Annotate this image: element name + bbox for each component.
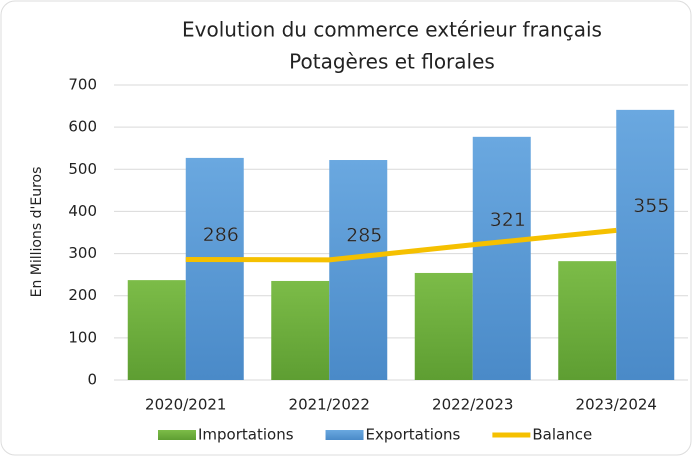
- y-tick-label: 500: [68, 160, 97, 178]
- legend-swatch: [325, 430, 364, 440]
- legend-label: Balance: [532, 426, 592, 444]
- y-tick-label: 600: [68, 118, 97, 136]
- bar: [616, 109, 675, 380]
- bar: [185, 157, 244, 380]
- data-label: 286: [203, 224, 239, 246]
- bar: [271, 280, 330, 380]
- legend-label: Exportations: [366, 426, 461, 444]
- bar: [329, 160, 388, 380]
- x-tick-label: 2021/2022: [289, 396, 370, 414]
- x-tick-label: 2023/2024: [576, 396, 657, 414]
- legend-label: Importations: [198, 426, 294, 444]
- y-tick-label: 300: [68, 244, 97, 262]
- y-tick-label: 400: [68, 202, 97, 220]
- legend-swatch: [158, 430, 196, 440]
- chart-subtitle: Potagères et florales: [289, 50, 495, 74]
- line: [185, 227, 617, 263]
- bar: [127, 280, 186, 380]
- x-tick-label: 2022/2023: [432, 396, 513, 414]
- y-tick-label: 0: [87, 371, 97, 389]
- data-label: 355: [633, 195, 669, 217]
- data-label: 285: [346, 224, 382, 246]
- data-label: 321: [490, 209, 526, 231]
- bar: [414, 272, 473, 380]
- y-axis-label: En Millions d'Euros: [29, 167, 45, 298]
- bar: [472, 136, 531, 380]
- bar: [558, 261, 617, 380]
- y-tick-label: 100: [68, 328, 97, 346]
- chart-title: Evolution du commerce extérieur français: [182, 18, 602, 42]
- x-tick-label: 2020/2021: [145, 396, 226, 414]
- y-tick-label: 700: [68, 76, 97, 94]
- y-tick-label: 200: [68, 286, 97, 304]
